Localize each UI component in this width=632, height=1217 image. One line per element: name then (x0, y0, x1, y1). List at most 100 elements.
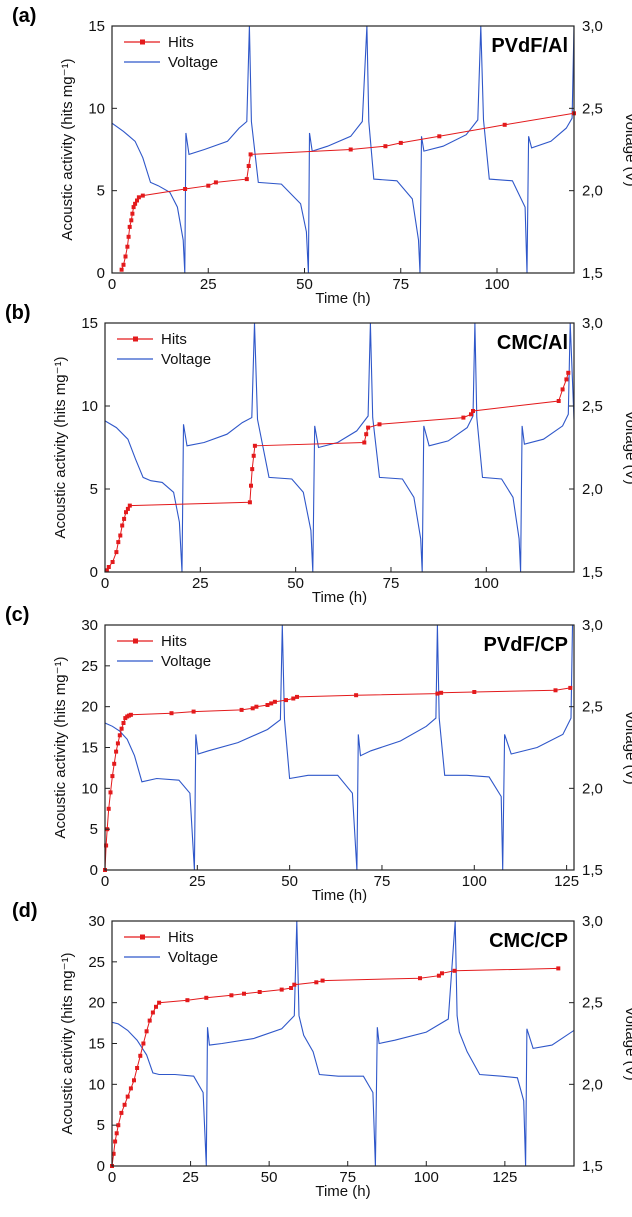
hits-point (560, 387, 565, 392)
y-tick-label: 0 (97, 265, 105, 282)
hits-point (398, 140, 403, 145)
legend-voltage-label: Voltage (168, 54, 218, 71)
legend-hits-label: Hits (168, 34, 194, 51)
hits-point (284, 698, 288, 703)
hits-point (115, 741, 120, 746)
y2-tick-label: 2,0 (582, 481, 603, 498)
hits-point (439, 690, 444, 695)
hits-point (130, 211, 135, 216)
x-tick-label: 75 (392, 276, 409, 293)
legend-hits-marker (140, 934, 145, 940)
x-tick-label: 25 (192, 575, 209, 592)
x-tick-label: 0 (101, 873, 109, 890)
hits-point (129, 218, 134, 223)
hits-point (452, 968, 457, 973)
hits-point (348, 147, 353, 152)
hits-point (314, 980, 319, 985)
hits-point (265, 703, 270, 707)
hits-point (119, 267, 124, 272)
hits-point (185, 998, 190, 1003)
chart-title: CMC/CP (489, 930, 568, 952)
hits-series-line (106, 372, 569, 571)
hits-point (114, 550, 119, 555)
hits-point (135, 1066, 140, 1070)
hits-point (249, 483, 253, 488)
hits-point (135, 198, 139, 203)
hits-point (125, 244, 130, 249)
hits-point (250, 467, 255, 472)
legend-hits-marker (133, 336, 138, 342)
y-tick-label: 0 (90, 564, 98, 581)
hits-point (123, 254, 128, 259)
hits-point (127, 503, 132, 508)
hits-point (354, 693, 359, 698)
hits-point (291, 696, 296, 701)
hits-point (114, 1131, 119, 1136)
hits-point (566, 370, 571, 375)
hits-point (104, 843, 109, 848)
hits-point (279, 987, 284, 992)
hits-point (502, 122, 507, 127)
x-tick-label: 125 (492, 1169, 517, 1186)
y2-tick-label: 3,0 (582, 617, 603, 634)
hits-point (136, 195, 141, 200)
x-tick-label: 0 (108, 276, 116, 293)
hits-point (110, 774, 115, 779)
legend: Hits Voltage (124, 34, 218, 71)
y-axis-label: Acoustic activity (hits mg⁻¹) (59, 952, 76, 1134)
panel-d: 0 25 50 75 100 125 0 5 10 15 20 25 30 1,5 2,0 2,5 3,0 Tim… (12, 900, 632, 1200)
panel-a: 0 25 50 75 100 0 5 10 15 1,5 2,0 2,5 3,0 Time (h) Acou… (12, 5, 632, 307)
x-tick-label: 75 (339, 1169, 356, 1186)
y-tick-label: 10 (88, 100, 105, 117)
x-tick-label: 50 (287, 575, 304, 592)
hits-point (469, 412, 473, 417)
hits-point (112, 761, 117, 766)
hits-point (127, 224, 132, 229)
hits-series-line (112, 967, 559, 1167)
hits-point (140, 193, 145, 198)
hits-point (128, 712, 133, 717)
hits-point (113, 1139, 118, 1144)
x-axis-label: Time (h) (312, 589, 367, 606)
hits-point (108, 790, 113, 795)
hits-point (436, 973, 441, 978)
hits-point (377, 422, 382, 427)
hits-point (435, 691, 440, 696)
chart-title: PVdF/Al (491, 35, 568, 57)
y2-axis-label: Voltage (V) (622, 112, 632, 186)
hits-point (125, 506, 130, 511)
hits-point (242, 991, 246, 996)
hits-point (229, 993, 234, 998)
hits-point (362, 440, 367, 445)
x-tick-label: 100 (462, 873, 487, 890)
legend-voltage-label: Voltage (161, 653, 211, 670)
hits-point (131, 205, 136, 210)
panel-label: (b) (5, 302, 31, 324)
hits-point (247, 500, 252, 505)
hits-point (440, 971, 444, 976)
y2-tick-label: 3,0 (582, 18, 603, 35)
legend-hits-label: Hits (168, 929, 194, 946)
hits-point (116, 1123, 121, 1128)
hits-point (121, 721, 126, 725)
y-tick-label: 15 (88, 1036, 105, 1053)
hits-point (119, 726, 124, 731)
hits-point (289, 986, 294, 990)
hits-point (122, 1102, 127, 1107)
x-axis-label: Time (h) (315, 290, 370, 307)
hits-point (116, 540, 121, 545)
x-tick-label: 100 (474, 575, 499, 592)
hits-point (472, 690, 477, 694)
y-tick-label: 5 (90, 821, 98, 838)
y-tick-label: 15 (88, 18, 105, 35)
hits-point (150, 1010, 155, 1015)
y2-tick-label: 1,5 (582, 564, 603, 581)
y2-tick-label: 1,5 (582, 1158, 603, 1175)
x-tick-label: 50 (261, 1169, 278, 1186)
hits-point (204, 995, 209, 1000)
hits-point (257, 990, 262, 994)
y2-tick-label: 1,5 (582, 265, 603, 282)
panel-label: (a) (12, 5, 36, 27)
y2-tick-label: 2,5 (582, 699, 603, 716)
